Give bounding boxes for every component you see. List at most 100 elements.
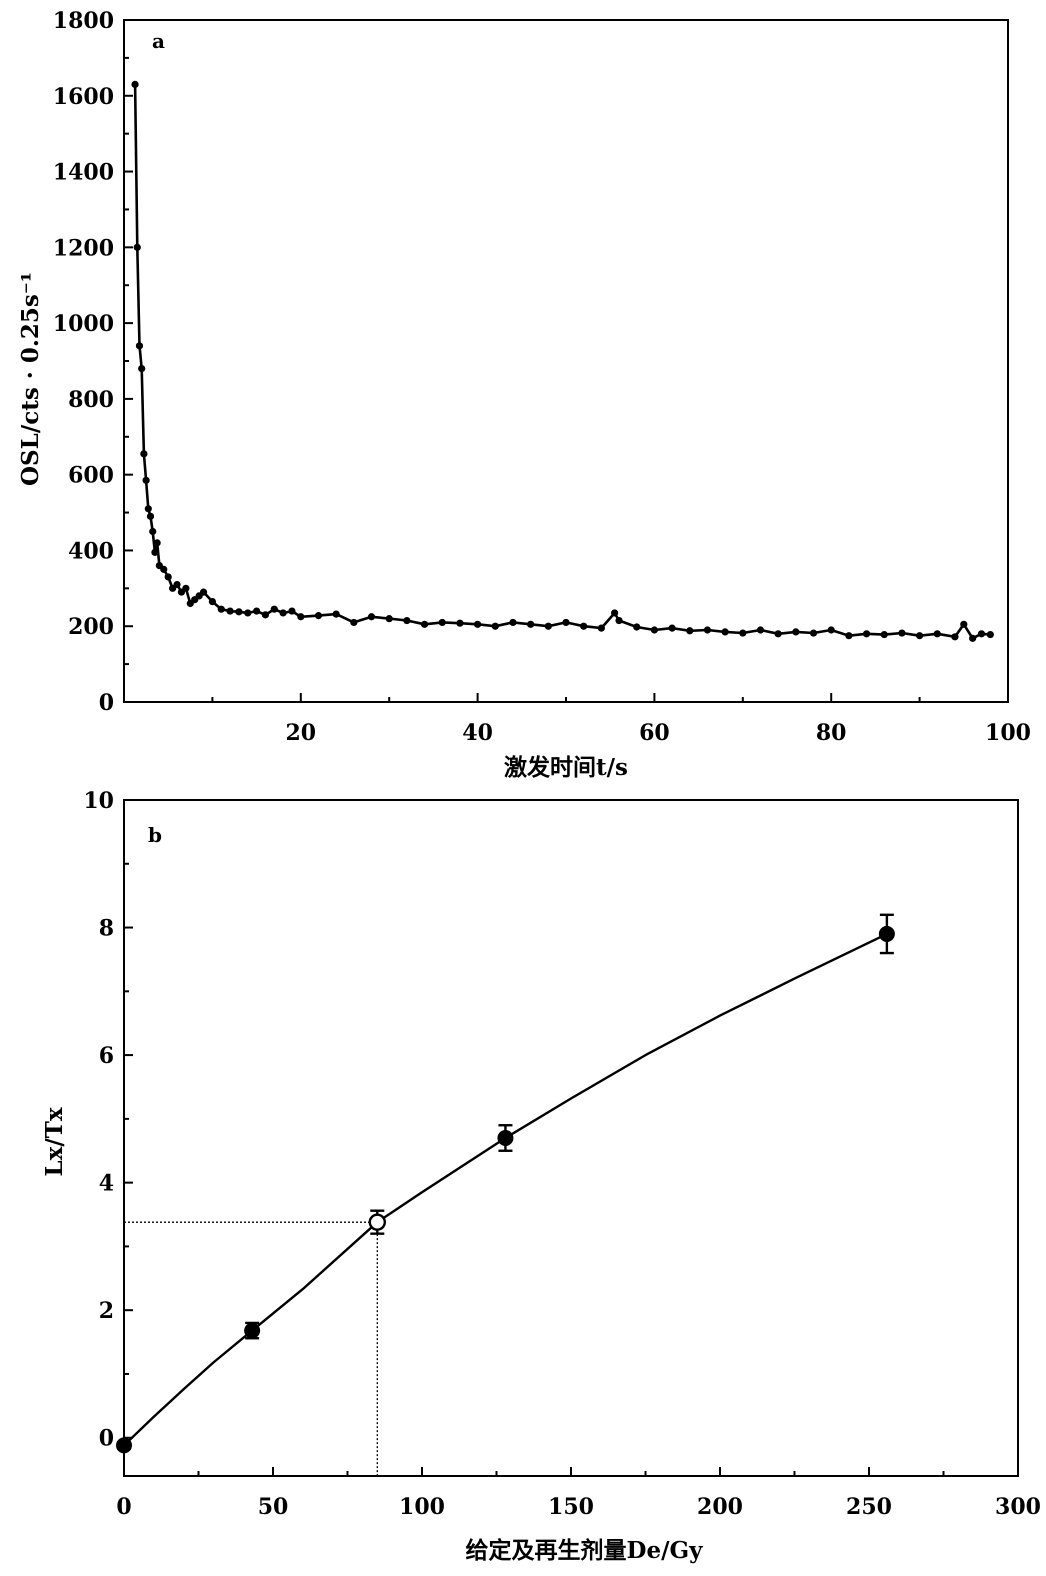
- x-tick-label: 100: [399, 1494, 445, 1520]
- osl-data-point: [160, 565, 168, 573]
- x-tick-label: 50: [258, 1494, 289, 1520]
- osl-data-point: [862, 630, 871, 638]
- y-tick-label: 200: [68, 614, 114, 640]
- osl-data-point: [845, 632, 853, 640]
- regenerative-dose-point: [878, 925, 895, 942]
- osl-data-point: [144, 505, 152, 513]
- osl-data-point: [226, 607, 234, 615]
- y-tick-label: 1600: [53, 84, 114, 110]
- osl-data-point: [633, 623, 641, 631]
- osl-data-point: [385, 615, 393, 623]
- osl-data-point: [244, 609, 252, 617]
- x-tick-label: 250: [846, 1494, 892, 1520]
- osl-decay-line: [133, 84, 991, 640]
- panel-a-tick-labels: 0 200 400 600 800 1000 1200 1400 1600 1800 20 40 60 8…: [53, 8, 1031, 746]
- y-tick-label: 10: [83, 788, 114, 814]
- osl-data-point: [253, 607, 261, 615]
- y-tick-label: 1400: [53, 160, 114, 186]
- osl-data-point: [456, 619, 464, 627]
- osl-data-point: [474, 620, 482, 628]
- osl-data-point: [367, 613, 376, 621]
- osl-data-point: [562, 618, 570, 627]
- y-tick-label: 800: [68, 387, 114, 413]
- osl-data-point: [314, 612, 323, 620]
- panel-b-x-axis-title: 给定及再生剂量De/Gy: [466, 1537, 704, 1564]
- panel-a-frame: [123, 19, 1009, 703]
- y-tick-label: 600: [68, 463, 114, 489]
- osl-data-point: [951, 633, 959, 641]
- panel-a: 0 200 400 600 800 1000 1200 1400 1600 1800 20 40 60 8…: [17, 8, 1031, 781]
- y-tick-label: 2: [99, 1298, 114, 1324]
- panel-a-ticks: [124, 19, 1009, 703]
- osl-data-point: [969, 634, 977, 642]
- panel-a-plot: [131, 80, 994, 642]
- osl-data-point: [270, 605, 278, 613]
- osl-data-point: [933, 630, 941, 638]
- osl-data-point: [297, 613, 305, 621]
- osl-data-point: [235, 608, 243, 616]
- panel-b-ticks: [123, 799, 1019, 1476]
- osl-data-point: [827, 626, 835, 634]
- osl-data-point: [173, 580, 181, 589]
- osl-data-point: [131, 80, 139, 89]
- osl-data-point: [668, 624, 676, 632]
- osl-data-point: [491, 622, 499, 630]
- y-tick-label: 1800: [53, 8, 114, 34]
- regenerative-dose-point: [244, 1322, 261, 1339]
- x-tick-label: 0: [116, 1494, 131, 1520]
- osl-data-point: [792, 628, 800, 636]
- y-tick-label: 8: [99, 916, 114, 942]
- osl-data-point: [615, 616, 623, 625]
- osl-data-point: [217, 605, 225, 613]
- osl-data-point: [774, 630, 782, 638]
- osl-data-point: [153, 539, 161, 547]
- osl-data-point: [880, 630, 888, 639]
- osl-data-point: [509, 618, 517, 627]
- y-tick-label: 0: [99, 1426, 114, 1452]
- osl-data-point: [739, 629, 747, 637]
- osl-data-point: [279, 609, 287, 617]
- x-tick-label: 20: [285, 720, 316, 746]
- osl-data-point: [332, 610, 340, 618]
- osl-data-point: [151, 548, 159, 556]
- panel-b-y-axis-title: Lx/Tx: [41, 1107, 68, 1176]
- panel-a-label: a: [152, 29, 165, 53]
- y-tick-label: 0: [99, 690, 114, 716]
- osl-data-point: [986, 630, 994, 639]
- growth-curve-fit: [123, 932, 888, 1447]
- osl-data-point: [199, 588, 208, 596]
- osl-data-point: [916, 632, 924, 640]
- osl-data-point: [146, 512, 155, 520]
- osl-data-point: [650, 626, 659, 634]
- osl-data-point: [527, 620, 535, 628]
- osl-data-point: [438, 618, 446, 627]
- x-tick-label: 300: [995, 1494, 1041, 1520]
- osl-data-point: [140, 450, 148, 458]
- natural-dose-point: [368, 1213, 386, 1231]
- osl-data-point: [208, 597, 216, 606]
- osl-data-point: [756, 626, 765, 634]
- x-tick-label: 60: [639, 720, 670, 746]
- osl-data-point: [597, 624, 605, 632]
- y-tick-label: 1000: [53, 311, 114, 337]
- x-tick-label: 150: [548, 1494, 594, 1520]
- osl-data-point: [898, 629, 906, 637]
- x-tick-label: 40: [462, 720, 493, 746]
- osl-data-point: [182, 584, 190, 592]
- x-tick-label: 80: [816, 720, 847, 746]
- osl-data-point: [403, 616, 411, 625]
- osl-data-point: [977, 630, 986, 638]
- y-tick-label: 1200: [53, 235, 114, 261]
- osl-data-point: [288, 607, 296, 615]
- osl-data-point: [350, 618, 358, 627]
- panel-a-y-axis-title: OSL/cts · 0.25s⁻¹: [17, 272, 44, 486]
- panel-b-label: b: [148, 823, 162, 847]
- y-tick-label: 400: [68, 538, 114, 564]
- y-tick-label: 6: [99, 1043, 114, 1069]
- osl-data-point: [135, 342, 144, 350]
- osl-data-point: [164, 573, 172, 581]
- osl-data-point: [138, 364, 146, 373]
